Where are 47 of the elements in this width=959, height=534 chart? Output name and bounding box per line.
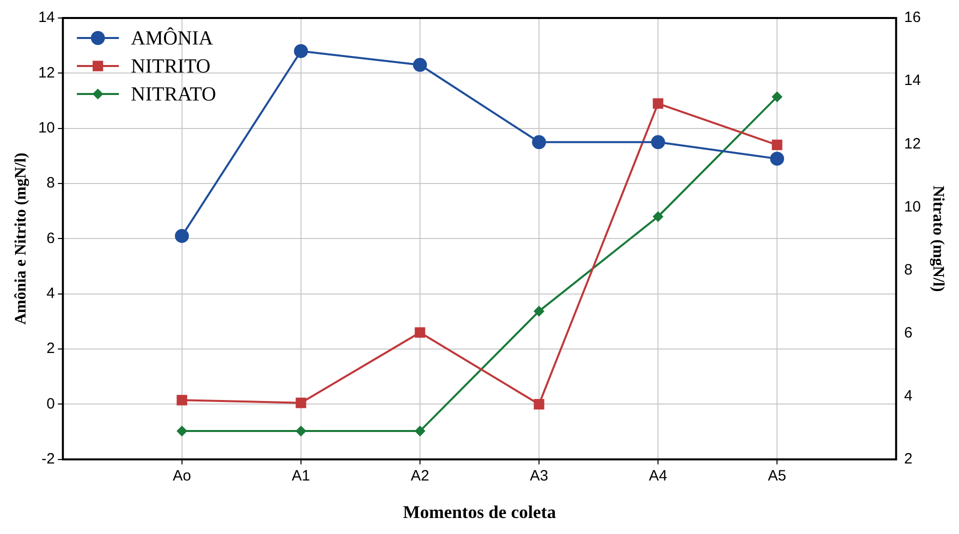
- point: [652, 98, 664, 109]
- y2-tick-label: 10: [904, 198, 921, 216]
- point: [772, 92, 782, 102]
- point: [534, 398, 544, 410]
- point: [294, 44, 308, 58]
- point: [772, 140, 782, 150]
- legend-label: NITRATO: [130, 83, 216, 106]
- legend-label: NITRITO: [130, 55, 211, 78]
- point: [414, 426, 425, 436]
- point: [770, 152, 784, 166]
- point: [651, 135, 666, 150]
- y2-tick-label: 16: [904, 9, 921, 26]
- y-tick-label: 8: [46, 174, 55, 192]
- y-axis-title: Amônia e Nitrito (mgN/l): [12, 152, 30, 325]
- y-tick-label: -2: [42, 450, 55, 468]
- y2-tick-label: 2: [904, 450, 912, 468]
- point: [414, 327, 426, 338]
- point: [653, 212, 664, 222]
- point: [296, 398, 306, 408]
- x-tick-label: A5: [768, 468, 786, 485]
- x-tick-label: A1: [292, 468, 310, 485]
- point: [174, 228, 189, 243]
- point: [176, 394, 188, 406]
- point: [532, 135, 546, 150]
- y-tick-label: 4: [46, 285, 55, 302]
- point: [176, 426, 187, 436]
- point: [412, 58, 427, 72]
- y-tick-label: 14: [38, 9, 55, 26]
- y-tick-label: 12: [38, 64, 55, 82]
- y2-tick-label: 14: [904, 72, 921, 90]
- y-tick-label: 6: [46, 230, 55, 247]
- x-tick-label: A3: [530, 468, 548, 485]
- y2-tick-label: 4: [904, 387, 912, 404]
- y-tick-label: 0: [46, 395, 55, 412]
- x-tick-label: A2: [410, 468, 430, 485]
- y2-tick-label: 6: [904, 324, 912, 342]
- x-tick-label: A4: [648, 468, 668, 485]
- y2-tick-label: 8: [904, 261, 912, 278]
- x-axis-title: Momentos de coleta: [403, 502, 556, 522]
- x-tick-label: Ao: [172, 468, 192, 485]
- point: [534, 306, 544, 316]
- y2-tick-label: 12: [904, 135, 921, 152]
- y2-axis-title: Nitrato (mgN/l): [929, 186, 946, 292]
- legend-label: AMÔNIA: [130, 26, 214, 50]
- point: [296, 426, 306, 436]
- y-tick-label: 2: [46, 340, 55, 358]
- y-tick-label: 10: [38, 119, 55, 136]
